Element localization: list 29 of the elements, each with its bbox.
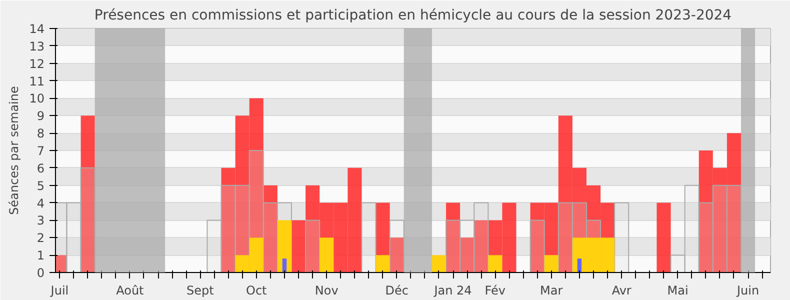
y-tick-label: 12 — [29, 56, 45, 71]
x-tick-label: Avr — [612, 284, 632, 298]
y-tick-label: 11 — [29, 74, 45, 88]
y-tick-label: 5 — [36, 178, 45, 193]
x-tick-label: Juin — [736, 284, 760, 298]
y-tick-label: 14 — [29, 22, 45, 36]
y-tick-label: 2 — [36, 231, 45, 246]
x-tick-label: Juil — [50, 284, 69, 298]
x-tick-label: Déc — [385, 284, 408, 298]
x-tick-label: Jan 24 — [433, 284, 472, 298]
y-tick-label: 13 — [29, 39, 45, 54]
x-tick-label: Nov — [314, 284, 338, 298]
y-tick-label: 1 — [36, 248, 45, 263]
x-tick-label: Août — [116, 284, 144, 298]
x-tick-label: Mar — [540, 284, 563, 298]
y-tick-label: 8 — [36, 126, 45, 141]
y-tick-label: 10 — [29, 92, 45, 106]
x-tick-label: Sept — [186, 284, 214, 298]
x-tick-label: Mai — [667, 284, 688, 298]
chart-title: Présences en commissions et participation en hémicycle au cours de la session 2023-2024 — [94, 8, 732, 24]
y-tick-label: 9 — [36, 109, 45, 124]
x-tick-label: Oct — [246, 284, 268, 298]
x-tick-label: Fév — [484, 284, 506, 298]
y-tick-label: 7 — [36, 144, 45, 158]
y-tick-label: 6 — [36, 161, 45, 176]
y-axis-title: Séances par semaine — [7, 86, 22, 215]
y-tick-label: 0 — [36, 266, 45, 280]
y-tick-label: 4 — [36, 196, 45, 210]
y-tick-label: 3 — [36, 214, 45, 228]
